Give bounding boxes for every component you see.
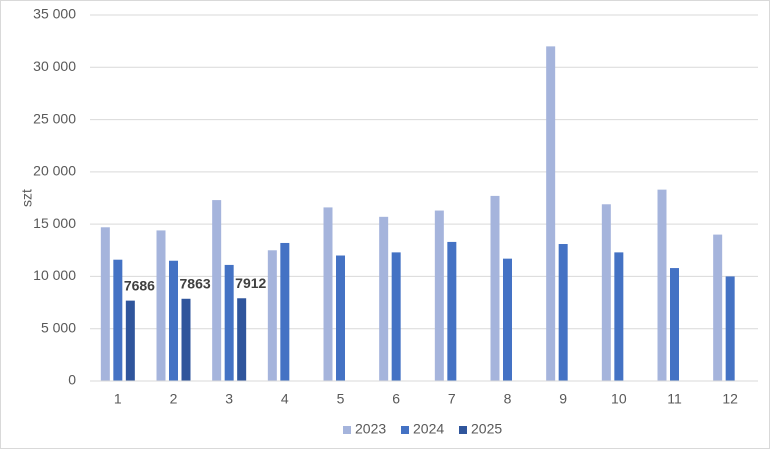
bar <box>546 46 556 381</box>
legend-label: 2025 <box>471 421 502 437</box>
x-tick-label: 4 <box>281 391 289 407</box>
x-tick-label: 2 <box>170 391 178 407</box>
y-axis-label: szt <box>19 189 35 207</box>
legend-swatch <box>459 426 467 434</box>
x-tick-label: 3 <box>225 391 233 407</box>
data-label: 7686 <box>124 277 155 293</box>
bar <box>391 252 401 381</box>
y-tick-label: 10 000 <box>33 267 76 283</box>
bar <box>670 268 679 381</box>
bar <box>224 264 234 381</box>
bar <box>267 250 277 381</box>
bar <box>558 244 568 381</box>
y-tick-label: 0 <box>68 372 76 388</box>
bar <box>713 234 723 381</box>
legend-swatch <box>343 426 351 434</box>
bar <box>379 216 389 381</box>
data-label: 7863 <box>180 275 211 291</box>
y-tick-label: 15 000 <box>33 215 76 231</box>
bar <box>490 195 500 381</box>
y-tick-label: 35 000 <box>33 6 76 22</box>
bar <box>725 276 735 381</box>
x-tick-label: 5 <box>337 391 345 407</box>
x-tick-label: 6 <box>392 391 400 407</box>
bar <box>447 241 457 381</box>
bar <box>503 258 512 381</box>
legend-label: 2024 <box>413 421 444 437</box>
y-tick-label: 5 000 <box>41 319 76 335</box>
y-tick-label: 30 000 <box>33 58 76 74</box>
x-tick-label: 8 <box>504 391 512 407</box>
bar <box>212 200 222 381</box>
x-tick-label: 1 <box>114 391 122 407</box>
bar <box>169 260 178 381</box>
bar <box>657 189 667 381</box>
bar <box>280 242 290 381</box>
x-tick-label: 9 <box>559 391 567 407</box>
bar <box>237 298 247 381</box>
y-tick-label: 20 000 <box>33 163 76 179</box>
bar <box>614 252 624 381</box>
x-tick-label: 10 <box>611 391 627 407</box>
legend-swatch <box>401 426 409 434</box>
x-tick-label: 11 <box>667 391 682 407</box>
bar <box>100 227 110 381</box>
bar <box>156 230 166 381</box>
bar <box>125 300 135 381</box>
bar <box>434 210 444 381</box>
bar <box>323 207 333 381</box>
x-tick-label: 7 <box>448 391 456 407</box>
bar <box>113 259 123 381</box>
x-tick-label: 12 <box>722 391 738 407</box>
bar <box>601 204 611 381</box>
bar <box>336 255 345 381</box>
legend-label: 2023 <box>355 421 386 437</box>
y-tick-label: 25 000 <box>33 110 76 126</box>
bar <box>181 298 191 381</box>
data-label: 7912 <box>235 275 266 291</box>
